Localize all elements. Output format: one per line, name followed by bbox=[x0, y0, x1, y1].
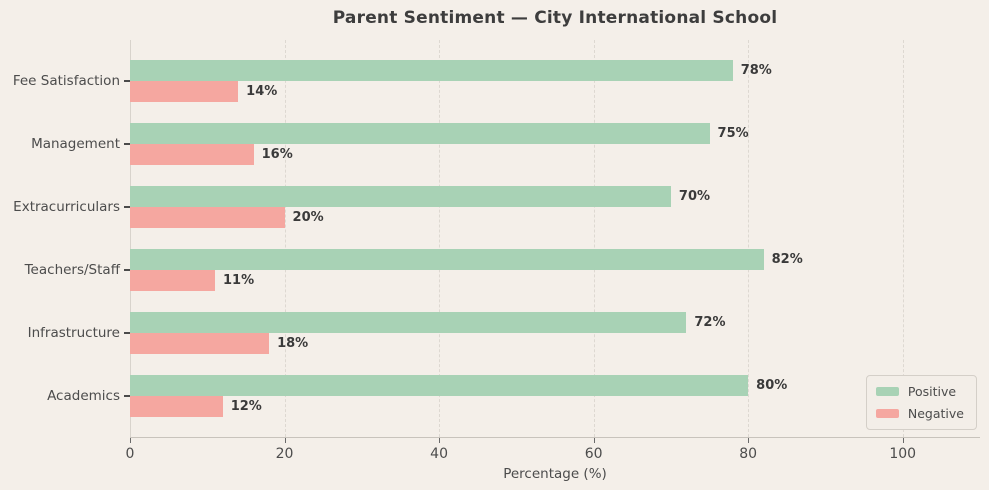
bar-value-label: 78% bbox=[740, 63, 772, 78]
x-tick-label-100: 100 bbox=[889, 446, 917, 462]
y-tick-mark-0 bbox=[124, 80, 130, 82]
bar-value-label: 80% bbox=[756, 378, 788, 393]
bar-value-label: 72% bbox=[694, 315, 726, 330]
gridline-100 bbox=[902, 40, 904, 437]
bar-value-label: 82% bbox=[771, 252, 803, 267]
x-tick-mark-80 bbox=[748, 438, 750, 443]
legend-label-negative: Negative bbox=[907, 406, 964, 421]
x-tick-label-20: 20 bbox=[275, 446, 294, 462]
plot-area: 78% 14% 75% 16% 70% 20% 82% 11% 72% 18% 80% 12% bbox=[130, 40, 980, 438]
bar-positive-2 bbox=[130, 186, 671, 207]
bar-negative-5 bbox=[130, 396, 223, 417]
gridline-60 bbox=[593, 40, 595, 437]
gridline-20 bbox=[284, 40, 286, 437]
bar-negative-2 bbox=[130, 207, 285, 228]
bar-positive-3 bbox=[130, 249, 764, 270]
category-label-3: Teachers/Staff bbox=[24, 262, 120, 278]
bar-negative-3 bbox=[130, 270, 215, 291]
legend-label-positive: Positive bbox=[907, 384, 957, 399]
bar-negative-4 bbox=[130, 333, 270, 354]
legend-item-negative: Negative bbox=[875, 406, 964, 421]
y-tick-mark-5 bbox=[124, 395, 130, 397]
gridline-40 bbox=[439, 40, 441, 437]
bar-value-label: 12% bbox=[230, 399, 262, 414]
x-tick-mark-60 bbox=[593, 438, 595, 443]
x-tick-mark-40 bbox=[439, 438, 441, 443]
chart-title: Parent Sentiment — City International Sc… bbox=[332, 8, 778, 28]
bar-negative-0 bbox=[130, 81, 239, 102]
bar-positive-4 bbox=[130, 312, 687, 333]
x-axis-title: Percentage (%) bbox=[503, 466, 607, 482]
x-tick-mark-0 bbox=[130, 438, 131, 443]
x-tick-label-60: 60 bbox=[584, 446, 603, 462]
gridline-80 bbox=[748, 40, 750, 437]
x-tick-label-80: 80 bbox=[739, 446, 758, 462]
legend-item-positive: Positive bbox=[875, 384, 964, 399]
y-tick-mark-3 bbox=[124, 269, 130, 271]
category-label-4: Infrastructure bbox=[27, 325, 120, 341]
y-axis-spine bbox=[130, 40, 131, 437]
bar-negative-1 bbox=[130, 144, 254, 165]
bar-value-label: 70% bbox=[678, 189, 711, 204]
legend-swatch-positive-icon bbox=[875, 387, 899, 396]
bar-value-label: 18% bbox=[277, 336, 309, 351]
x-tick-mark-20 bbox=[284, 438, 286, 443]
y-tick-mark-4 bbox=[124, 332, 130, 334]
category-label-0: Fee Satisfaction bbox=[12, 73, 120, 89]
y-tick-mark-1 bbox=[124, 143, 130, 145]
category-label-1: Management bbox=[31, 136, 120, 152]
x-tick-label-40: 40 bbox=[430, 446, 448, 462]
bar-value-label: 11% bbox=[223, 273, 255, 288]
bar-value-label: 14% bbox=[246, 84, 278, 99]
x-tick-mark-100 bbox=[902, 438, 904, 443]
bar-value-label: 20% bbox=[292, 210, 324, 225]
legend-swatch-negative-icon bbox=[875, 409, 899, 418]
y-tick-mark-2 bbox=[124, 206, 130, 208]
bar-positive-1 bbox=[130, 123, 710, 144]
category-label-5: Academics bbox=[47, 388, 120, 404]
legend: Positive Negative bbox=[865, 375, 977, 430]
bar-positive-0 bbox=[130, 60, 733, 81]
category-label-2: Extracurriculars bbox=[13, 199, 120, 215]
bar-value-label: 16% bbox=[261, 147, 293, 162]
bar-positive-5 bbox=[130, 375, 749, 396]
bar-value-label: 75% bbox=[717, 126, 749, 141]
x-tick-label-0: 0 bbox=[125, 446, 135, 462]
